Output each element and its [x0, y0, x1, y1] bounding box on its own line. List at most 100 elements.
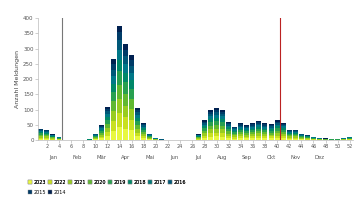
Bar — [287, 138, 292, 139]
Bar — [311, 137, 316, 138]
Bar — [311, 138, 316, 139]
Bar — [123, 106, 128, 117]
Bar — [281, 132, 285, 134]
Bar — [117, 85, 122, 99]
Bar — [208, 114, 213, 116]
Bar — [293, 130, 298, 131]
Bar — [141, 134, 146, 136]
Bar — [135, 115, 140, 118]
Bar — [105, 111, 110, 114]
Bar — [293, 139, 298, 140]
Bar — [250, 125, 255, 126]
Bar — [232, 135, 237, 137]
Bar — [202, 136, 207, 138]
Bar — [99, 139, 104, 140]
Bar — [269, 131, 274, 133]
Bar — [262, 125, 267, 126]
Bar — [244, 130, 249, 131]
Bar — [275, 138, 280, 140]
Bar — [135, 133, 140, 137]
Bar — [226, 126, 231, 127]
Bar — [105, 107, 110, 109]
Bar — [129, 60, 134, 66]
Bar — [141, 125, 146, 127]
Bar — [250, 138, 255, 140]
Bar — [141, 136, 146, 138]
Bar — [202, 120, 207, 122]
Bar — [293, 138, 298, 139]
Bar — [269, 138, 274, 140]
Bar — [226, 124, 231, 126]
Bar — [256, 134, 261, 136]
Bar — [123, 57, 128, 64]
Bar — [123, 117, 128, 129]
Bar — [111, 70, 116, 76]
Bar — [262, 127, 267, 129]
Bar — [50, 136, 55, 137]
Bar — [129, 89, 134, 99]
Bar — [250, 127, 255, 129]
Bar — [50, 135, 55, 136]
Bar — [220, 137, 225, 140]
Bar — [44, 133, 49, 134]
Bar — [299, 138, 304, 139]
Bar — [105, 109, 110, 111]
Bar — [238, 134, 243, 136]
Bar — [226, 129, 231, 132]
Bar — [244, 135, 249, 137]
Bar — [299, 135, 304, 136]
Bar — [214, 137, 219, 140]
Bar — [238, 126, 243, 127]
Bar — [256, 125, 261, 127]
Bar — [111, 101, 116, 111]
Bar — [141, 124, 146, 125]
Bar — [44, 130, 49, 131]
Bar — [293, 137, 298, 138]
Bar — [341, 139, 346, 140]
Bar — [123, 64, 128, 73]
Bar — [111, 64, 116, 70]
Bar — [220, 122, 225, 126]
Bar — [202, 131, 207, 133]
Bar — [281, 124, 285, 125]
Bar — [39, 129, 43, 130]
Bar — [317, 138, 322, 139]
Bar — [196, 139, 201, 140]
Bar — [153, 138, 158, 139]
Bar — [111, 84, 116, 92]
Bar — [50, 138, 55, 139]
Bar — [117, 71, 122, 85]
Bar — [232, 129, 237, 131]
Bar — [232, 127, 237, 128]
Bar — [281, 136, 285, 138]
Bar — [141, 123, 146, 124]
Bar — [202, 133, 207, 136]
Bar — [275, 125, 280, 126]
Bar — [269, 125, 274, 126]
Bar — [196, 137, 201, 138]
Bar — [232, 128, 237, 129]
Bar — [93, 136, 98, 137]
Bar — [256, 124, 261, 125]
Bar — [305, 136, 310, 137]
Bar — [202, 122, 207, 123]
Bar — [141, 138, 146, 140]
Bar — [57, 139, 62, 140]
Bar — [214, 118, 219, 121]
Bar — [220, 126, 225, 129]
Bar — [117, 40, 122, 50]
Bar — [293, 135, 298, 137]
Bar — [269, 129, 274, 131]
Bar — [129, 109, 134, 120]
Bar — [111, 121, 116, 131]
Bar — [287, 132, 292, 133]
Bar — [123, 94, 128, 106]
Bar — [202, 125, 207, 126]
Bar — [99, 133, 104, 135]
Bar — [39, 130, 43, 131]
Bar — [44, 137, 49, 138]
Bar — [238, 127, 243, 129]
Bar — [196, 138, 201, 139]
Bar — [99, 127, 104, 128]
Bar — [147, 136, 152, 137]
